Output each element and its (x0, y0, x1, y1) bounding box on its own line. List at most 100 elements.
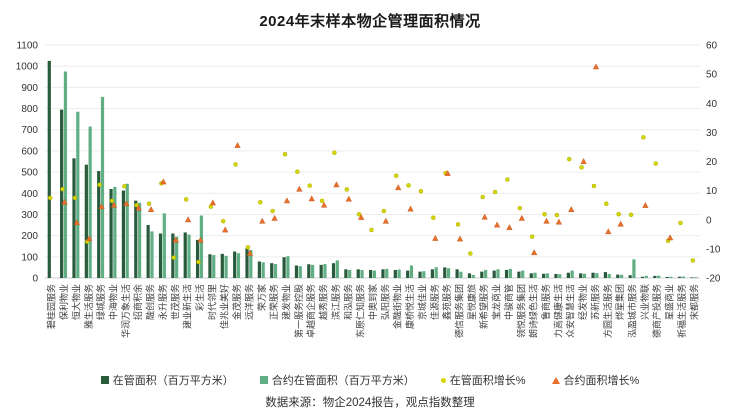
x-axis-labels: 碧桂园服务 保利物业 恒大物业 雅生活服务 绿城服务 中海物业 华润万象生活 招商积余 融创服务… (46, 284, 700, 338)
bar-managed-area (504, 269, 509, 278)
managed-growth-point (344, 187, 350, 192)
bar-managed-area (134, 200, 138, 278)
bar-contract-area (558, 274, 562, 278)
managed-growth-point (393, 173, 399, 179)
bar-managed-area (121, 190, 126, 278)
x-axis-label: 方圆生活服务 (602, 284, 613, 338)
legend-item-contract-area: 合约在管面积（百万平方米） (259, 372, 415, 388)
right-axis-labels: -20 -10 0 10 20 30 40 50 60 (706, 41, 721, 285)
growth-triangles (61, 63, 674, 256)
bar-managed-area (554, 273, 558, 278)
right-axis-tick-label: 0 (706, 215, 712, 226)
contract-growth-point (283, 197, 291, 204)
bar-managed-area (307, 264, 311, 278)
x-axis-label: 鲁商服务 (540, 284, 551, 320)
contract-area-swatch-icon (259, 376, 268, 384)
legend-label-managed-area: 在管面积（百万平方米） (112, 375, 234, 387)
x-axis-label: 苏新服务 (589, 284, 600, 320)
left-axis-tick-label: 800 (21, 104, 38, 115)
chart-title: 2024年末样本物企管理面积情况 (259, 13, 481, 30)
bar-managed-area (183, 232, 187, 278)
contract-growth-point (197, 236, 204, 243)
bar-contract-area (632, 259, 636, 278)
contract-growth-point (642, 202, 649, 208)
bar-contract-area (582, 273, 587, 278)
left-axis-tick-label: 1100 (16, 41, 38, 52)
managed-growth-point (566, 156, 572, 162)
x-axis-label: 金融街物业 (392, 284, 403, 329)
contract-growth-point (481, 213, 488, 220)
x-axis-label: 永升服务 (157, 284, 168, 320)
x-axis-label: 招商积余 (132, 284, 143, 320)
right-axis-tick-label: -20 (706, 274, 721, 285)
bar-managed-area (529, 273, 533, 278)
x-axis-label: 星悦康旅 (466, 284, 477, 320)
managed-growth-point (307, 183, 312, 188)
contract-growth-point (506, 224, 513, 231)
x-axis-label: 力高健康生活 (552, 284, 563, 338)
managed-growth-point (678, 220, 683, 226)
left-axis-tick-label: 200 (21, 231, 38, 242)
managed-growth-point (171, 255, 177, 260)
managed-growth-point (653, 161, 658, 166)
x-axis-label: 众安智慧生活 (565, 284, 576, 338)
x-axis-label: 保利物业 (58, 284, 69, 320)
bar-contract-area (236, 253, 241, 278)
x-axis-label: 恒大物业 (70, 284, 81, 320)
x-axis-label: 康桥悦生活 (404, 284, 415, 329)
bar-managed-area (270, 263, 274, 278)
managed-growth-point (455, 222, 461, 227)
managed-growth-point (196, 259, 201, 265)
bar-managed-area (443, 267, 447, 278)
bar-managed-area (690, 277, 694, 278)
bar-managed-area (418, 271, 422, 278)
x-axis-label: 绿城服务 (95, 284, 106, 320)
bar-contract-area (273, 264, 278, 278)
bar-contract-area (570, 270, 574, 278)
bar-contract-area (224, 255, 228, 278)
contract-growth-point (73, 219, 81, 226)
x-axis-label: 京城佳业 (416, 284, 427, 320)
bar-managed-area (60, 109, 64, 278)
bar-managed-area (393, 269, 397, 278)
contract-growth-point (407, 205, 414, 212)
x-axis-label: 世茂服务 (169, 284, 180, 320)
managed-growth-dot-icon (440, 377, 446, 383)
managed-growth-point (47, 195, 53, 201)
left-axis-tick-label: 700 (21, 125, 38, 136)
managed-growth-point (60, 186, 65, 192)
x-axis-label: 烨星集团 (614, 284, 625, 320)
managed-growth-point (97, 182, 102, 188)
contract-growth-point (568, 206, 575, 212)
managed-area-swatch-icon (100, 376, 109, 384)
bar-managed-area (677, 276, 682, 278)
left-axis-labels: 0 100 200 300 400 500 600 700 800 900 1000 1100 (16, 41, 39, 285)
managed-growth-point (641, 135, 646, 140)
x-axis-label: 彩生活 (194, 284, 205, 311)
bar-managed-area (455, 269, 459, 278)
bar-managed-area (640, 276, 645, 278)
bar-managed-area (591, 272, 595, 278)
bar-managed-area (220, 253, 224, 278)
contract-growth-triangle-icon (551, 376, 560, 384)
bar-contract-area (125, 183, 129, 278)
contract-growth-point (61, 198, 68, 205)
managed-growth-point (480, 194, 485, 200)
bar-contract-area (545, 273, 550, 278)
bar-managed-area (406, 270, 410, 278)
bars-contract-area (63, 71, 698, 279)
x-axis-label: 星盛商业 (664, 284, 675, 320)
managed-growth-point (505, 177, 510, 182)
bar-contract-area (595, 273, 599, 278)
bar-contract-area (508, 268, 512, 278)
x-axis-label: 宝龙商业 (491, 284, 502, 320)
contract-growth-point (259, 217, 266, 224)
bar-managed-area (208, 254, 212, 278)
contract-growth-point (333, 181, 340, 188)
bar-managed-area (109, 189, 113, 278)
bar-contract-area (199, 215, 203, 278)
managed-growth-point (258, 200, 263, 205)
contract-growth-point (98, 203, 105, 210)
legend-label-contract-area: 合约在管面积（百万平方米） (271, 375, 415, 387)
managed-growth-point (604, 201, 609, 206)
